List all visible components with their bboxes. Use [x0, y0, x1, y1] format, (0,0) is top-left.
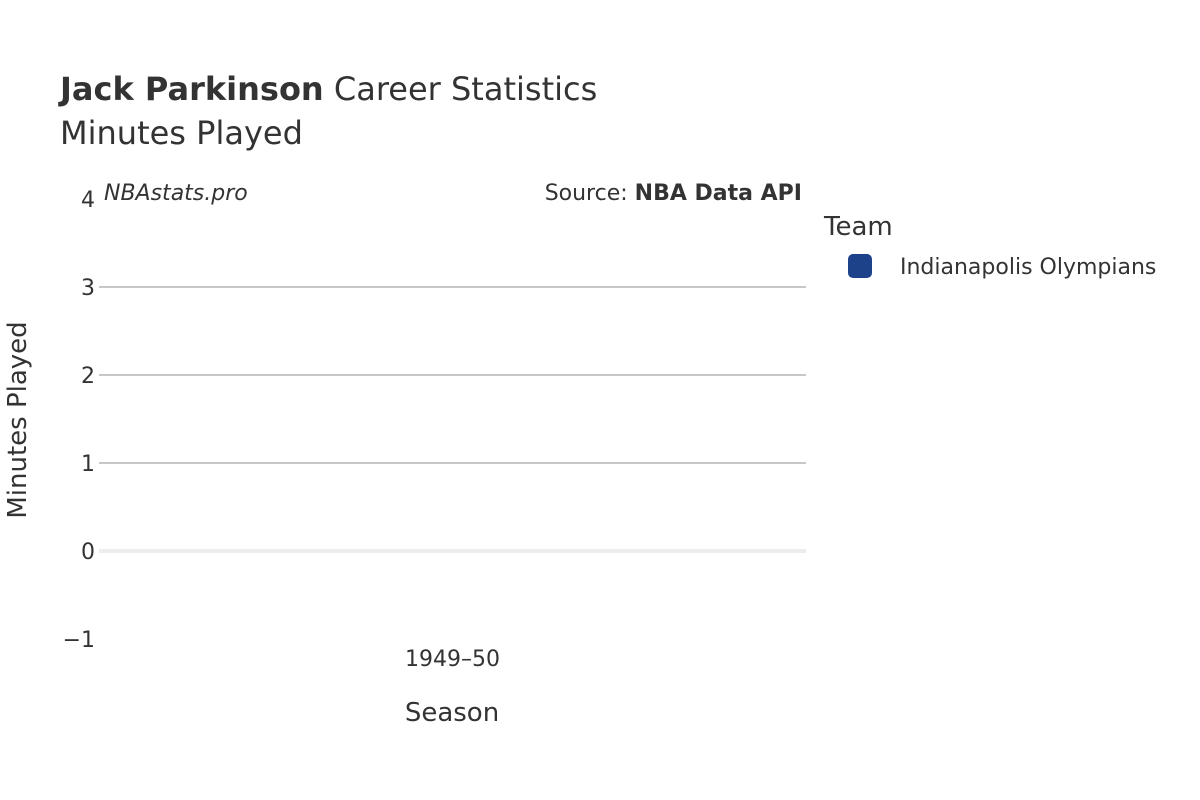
y-tick-label: 3: [81, 276, 95, 301]
source-credit: Source: NBA Data API: [545, 181, 802, 206]
y-axis-ticks: 4 3 2 1 0 −1: [63, 188, 95, 653]
legend: Team Indianapolis Olympians: [823, 212, 1156, 280]
gridlines: [99, 286, 806, 553]
y-tick-label: 1: [81, 452, 95, 477]
x-tick-label: 1949–50: [405, 647, 500, 672]
x-axis-ticks: 1949–50: [405, 647, 500, 672]
chart-title: Jack Parkinson Career Statistics: [58, 70, 597, 108]
source-prefix: Source:: [545, 181, 635, 206]
legend-swatch: [848, 254, 872, 278]
chart-title-player: Jack Parkinson: [58, 70, 324, 108]
chart-title-rest: Career Statistics: [324, 70, 598, 108]
y-tick-label: 0: [81, 540, 95, 565]
y-axis-label: Minutes Played: [3, 321, 33, 518]
y-tick-label: −1: [63, 628, 95, 653]
watermark-text: NBAstats.pro: [104, 181, 248, 206]
chart-subtitle: Minutes Played: [60, 114, 303, 152]
y-tick-label: 2: [81, 364, 95, 389]
legend-item-label: Indianapolis Olympians: [900, 255, 1156, 280]
source-name: NBA Data API: [635, 181, 802, 206]
y-tick-label: 4: [81, 188, 95, 213]
x-axis-label: Season: [405, 698, 499, 728]
legend-title: Team: [823, 212, 893, 242]
